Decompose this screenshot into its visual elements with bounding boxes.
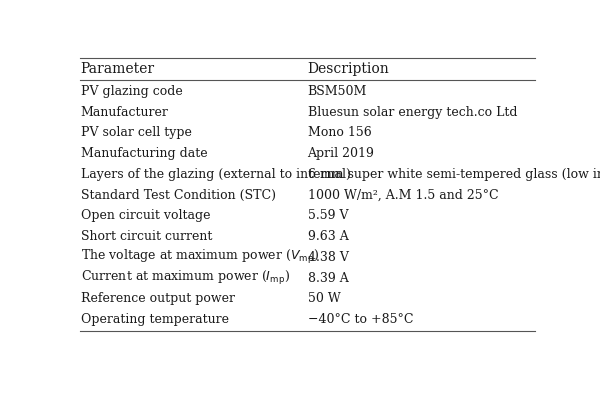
Text: Layers of the glazing (external to internal): Layers of the glazing (external to inter… xyxy=(80,168,350,181)
Text: Standard Test Condition (STC): Standard Test Condition (STC) xyxy=(80,189,275,202)
Text: PV glazing code: PV glazing code xyxy=(80,85,182,98)
Text: Manufacturer: Manufacturer xyxy=(80,106,169,119)
Text: Current at maximum power ($I_\mathrm{mp}$): Current at maximum power ($I_\mathrm{mp}… xyxy=(80,269,290,287)
Text: Manufacturing date: Manufacturing date xyxy=(80,147,207,160)
Text: 4.38 V: 4.38 V xyxy=(308,251,349,264)
Text: Description: Description xyxy=(308,62,389,76)
Text: PV solar cell type: PV solar cell type xyxy=(80,127,191,140)
Text: Open circuit voltage: Open circuit voltage xyxy=(80,209,210,222)
Text: 8.39 A: 8.39 A xyxy=(308,272,348,285)
Text: −40°C to +85°C: −40°C to +85°C xyxy=(308,313,413,326)
Text: Reference output power: Reference output power xyxy=(80,292,235,305)
Text: 50 W: 50 W xyxy=(308,292,340,305)
Text: Parameter: Parameter xyxy=(80,62,155,76)
Text: 5.59 V: 5.59 V xyxy=(308,209,348,222)
Text: 1000 W/m², A.M 1.5 and 25°C: 1000 W/m², A.M 1.5 and 25°C xyxy=(308,189,498,202)
Text: BSM50M: BSM50M xyxy=(308,85,367,98)
Text: 6 mm super white semi-tempered glass (low iron tempered glass): 6 mm super white semi-tempered glass (lo… xyxy=(308,168,600,181)
Text: Operating temperature: Operating temperature xyxy=(80,313,229,326)
Text: Mono 156: Mono 156 xyxy=(308,127,371,140)
Text: The voltage at maximum power ($V_\mathrm{mp}$): The voltage at maximum power ($V_\mathrm… xyxy=(80,248,319,266)
Text: 9.63 A: 9.63 A xyxy=(308,230,348,243)
Text: Short circuit current: Short circuit current xyxy=(80,230,212,243)
Text: April 2019: April 2019 xyxy=(308,147,374,160)
Text: Bluesun solar energy tech.co Ltd: Bluesun solar energy tech.co Ltd xyxy=(308,106,517,119)
